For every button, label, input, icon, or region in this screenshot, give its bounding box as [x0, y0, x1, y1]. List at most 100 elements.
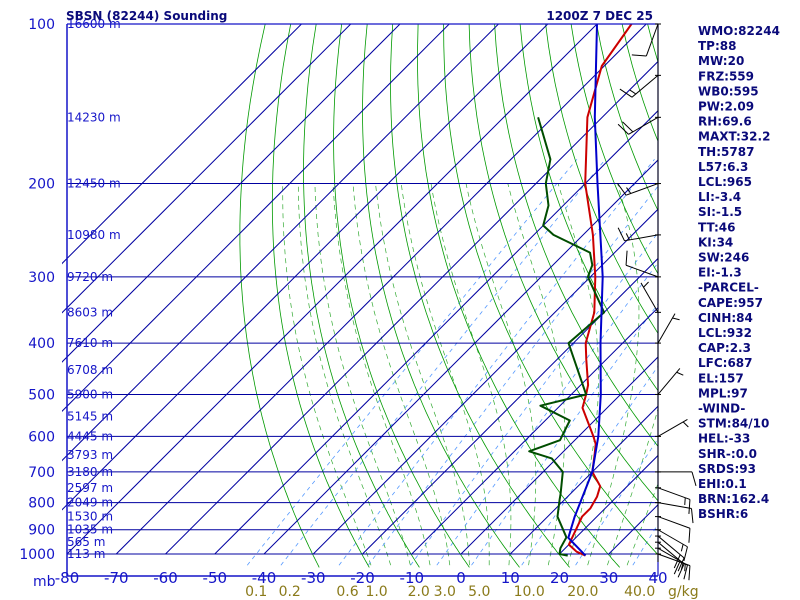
mixing-ratio-label: 40.0: [624, 584, 655, 600]
sounding-index: LCL:965: [698, 175, 752, 189]
sounding-index: EI:-1.3: [698, 266, 742, 280]
wind-barb: [655, 541, 685, 578]
sounding-index: CINH:84: [698, 311, 753, 325]
pressure-tick-label: 700: [28, 465, 55, 481]
mixing-ratio-labels: 0.1 0.2 0.6 1.0 2.0 3.0 5.0 10.0 20.0 40.0: [245, 584, 655, 600]
station-title: SBSN (82244) Sounding: [66, 9, 227, 23]
dry-adiabat-line: [545, 24, 658, 335]
mixing-ratio-unit: g/kg: [668, 584, 699, 600]
isotherm-line: [62, 24, 549, 511]
height-label: 6708 m: [67, 363, 113, 377]
sounding-index: SI:-1.5: [698, 205, 742, 219]
moist-adiabat-line: [282, 183, 372, 566]
temperature-tick-label: 40: [648, 569, 667, 587]
temperature-tick-label: -60: [153, 569, 178, 587]
sounding-index: MPL:97: [698, 386, 748, 400]
sounding-index: EHI:0.1: [698, 477, 747, 491]
isotherm-line: [66, 24, 598, 555]
mixing-ratio-label: 10.0: [514, 584, 545, 600]
wind-barb: [655, 502, 694, 524]
height-label: 7610 m: [67, 336, 113, 350]
sounding-index: SHR-:0.0: [698, 447, 757, 461]
mixing-ratio-line: [246, 159, 578, 566]
isotherm-line: [509, 405, 658, 555]
series-line-temperature: [567, 24, 633, 557]
sounding-index: TT:46: [698, 220, 736, 234]
sounding-series: [528, 24, 633, 557]
sounding-index: KI:34: [698, 235, 733, 249]
wind-barb: [655, 418, 689, 437]
temperature-tick-label: 10: [501, 569, 520, 587]
mixing-ratio-label: 1.0: [365, 584, 387, 600]
pressure-tick-label: 200: [28, 177, 55, 193]
height-label: 113 m: [67, 547, 105, 561]
height-label: 3180 m: [67, 465, 113, 479]
sounding-index: BRN:162.4: [698, 492, 769, 506]
wind-barb: [655, 368, 684, 395]
mixing-ratio-label: 0.1: [245, 584, 267, 600]
sounding-index: SW:246: [698, 251, 749, 265]
mixing-ratio-line: [632, 523, 658, 566]
temperature-tick-label: -70: [104, 569, 129, 587]
moist-adiabat-line: [352, 183, 451, 566]
sounding-index: LFC:687: [698, 356, 753, 370]
sounding-index: -PARCEL-: [698, 281, 759, 295]
pressure-tick-label: 500: [28, 388, 55, 404]
isotherm-line: [559, 454, 658, 555]
isotherm-line: [165, 60, 658, 555]
wind-barb: [625, 250, 661, 278]
height-label: 16600 m: [67, 17, 121, 31]
height-label: 12450 m: [67, 177, 121, 191]
mixing-ratio-line: [367, 185, 658, 566]
isotherm-line: [62, 24, 352, 314]
dry-adiabat-line: [570, 24, 658, 275]
sounding-index: -WIND-: [698, 402, 745, 416]
moist-adiabat-line: [430, 183, 512, 566]
height-label: 1530 m: [67, 510, 113, 524]
mixing-ratio-label: 3.0: [434, 584, 456, 600]
mixing-ratio-label: 5.0: [468, 584, 490, 600]
moist-adiabat-line: [297, 183, 392, 566]
height-label: 10980 m: [67, 228, 121, 242]
temperature-tick-label: -40: [252, 569, 277, 587]
mixing-ratio-label: 2.0: [408, 584, 430, 600]
sounding-index: WB0:595: [698, 84, 759, 98]
wind-barb: [631, 23, 661, 57]
sounding-index: SRDS:93: [698, 462, 756, 476]
pressure-tick-label: 800: [28, 496, 55, 512]
wind-barb: [617, 116, 661, 135]
sounding-index: EL:157: [698, 371, 744, 385]
isotherm-line: [362, 257, 658, 555]
sounding-index: WMO:82244: [698, 24, 780, 38]
pressure-tick-label: 400: [28, 336, 55, 352]
moist-adiabat-line: [587, 183, 640, 566]
dry-adiabat-line: [494, 24, 658, 447]
temperature-tick-label: 30: [599, 569, 618, 587]
height-labels: 16600 m 14230 m 12450 m 10980 m 9720 m 8603 m…: [67, 17, 121, 561]
wind-barb: [655, 535, 685, 572]
sounding-index: CAP:2.3: [698, 341, 751, 355]
isotherm-line: [460, 356, 658, 555]
isotherm-line: [62, 24, 450, 412]
pressure-tick-label: 900: [28, 523, 55, 539]
sounding-index: HEL:-33: [698, 432, 750, 446]
height-label: 2597 m: [67, 481, 113, 495]
height-label: 3793 m: [67, 448, 113, 462]
pressure-tick-label: 100: [28, 17, 55, 33]
sounding-index: PW:2.09: [698, 100, 754, 114]
sounding-index: STM:84/10: [698, 417, 769, 431]
mixing-ratio-line: [521, 365, 658, 566]
isotherm-line: [214, 110, 658, 555]
wind-barb: [655, 471, 697, 487]
pressure-tick-label: 300: [28, 270, 55, 286]
sounding-index: TH:5787: [698, 145, 754, 159]
height-label: 8603 m: [67, 305, 113, 319]
sounding-index: FRZ:559: [698, 69, 754, 83]
mixing-ratio-line: [280, 159, 606, 566]
temperature-tick-label: -20: [350, 569, 375, 587]
series-line-parcel: [567, 24, 604, 557]
isotherm-line: [62, 24, 401, 363]
